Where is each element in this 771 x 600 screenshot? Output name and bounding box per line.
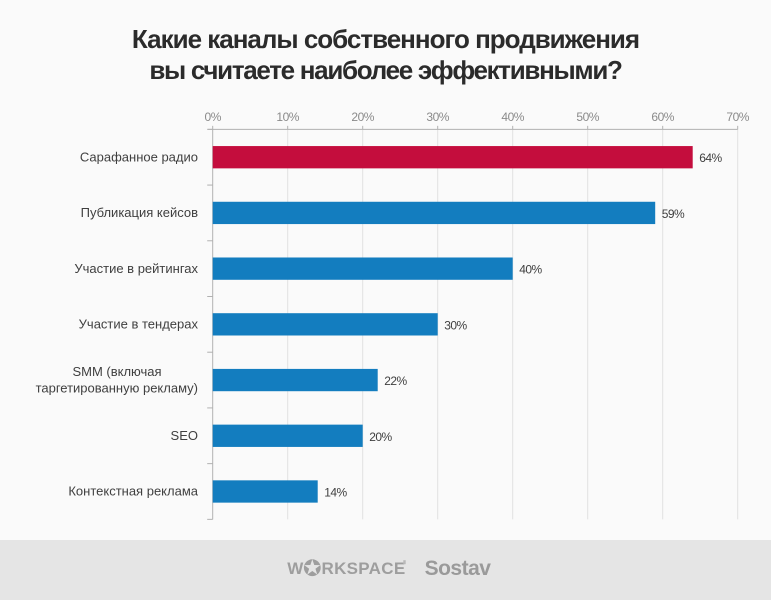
svg-text:10%: 10% bbox=[276, 110, 299, 124]
svg-text:64%: 64% bbox=[699, 151, 722, 165]
svg-text:0%: 0% bbox=[205, 110, 222, 124]
svg-text:60%: 60% bbox=[651, 110, 674, 124]
svg-text:30%: 30% bbox=[444, 318, 467, 332]
svg-text:30%: 30% bbox=[426, 110, 449, 124]
svg-text:14%: 14% bbox=[324, 485, 347, 499]
svg-text:Публикация кейсов: Публикация кейсов bbox=[81, 205, 198, 220]
svg-text:70%: 70% bbox=[726, 110, 749, 124]
svg-text:50%: 50% bbox=[576, 110, 599, 124]
svg-text:59%: 59% bbox=[662, 207, 685, 221]
svg-text:40%: 40% bbox=[501, 110, 524, 124]
svg-text:SMM (включая: SMM (включая bbox=[72, 364, 161, 379]
svg-text:Участие в тендерах: Участие в тендерах bbox=[79, 317, 199, 332]
svg-text:Участие в рейтингах: Участие в рейтингах bbox=[74, 261, 198, 276]
svg-text:вы считаете наиболее эффективн: вы считаете наиболее эффективными? bbox=[149, 55, 622, 85]
svg-text:Sostav: Sostav bbox=[425, 557, 492, 580]
svg-text:RKSPACE: RKSPACE bbox=[322, 559, 406, 578]
svg-text:40%: 40% bbox=[519, 263, 542, 277]
svg-text:22%: 22% bbox=[384, 374, 407, 388]
svg-text:SEO: SEO bbox=[171, 428, 198, 443]
svg-text:20%: 20% bbox=[351, 110, 374, 124]
svg-text:Сарафанное радио: Сарафанное радио bbox=[80, 149, 198, 164]
svg-text:W: W bbox=[287, 559, 304, 578]
svg-text:20%: 20% bbox=[369, 430, 392, 444]
svg-text:Какие каналы собственного прод: Какие каналы собственного продвижения bbox=[132, 24, 639, 54]
svg-text:Контекстная реклама: Контекстная реклама bbox=[68, 484, 198, 499]
svg-text:таргетированную рекламу): таргетированную рекламу) bbox=[36, 381, 198, 396]
